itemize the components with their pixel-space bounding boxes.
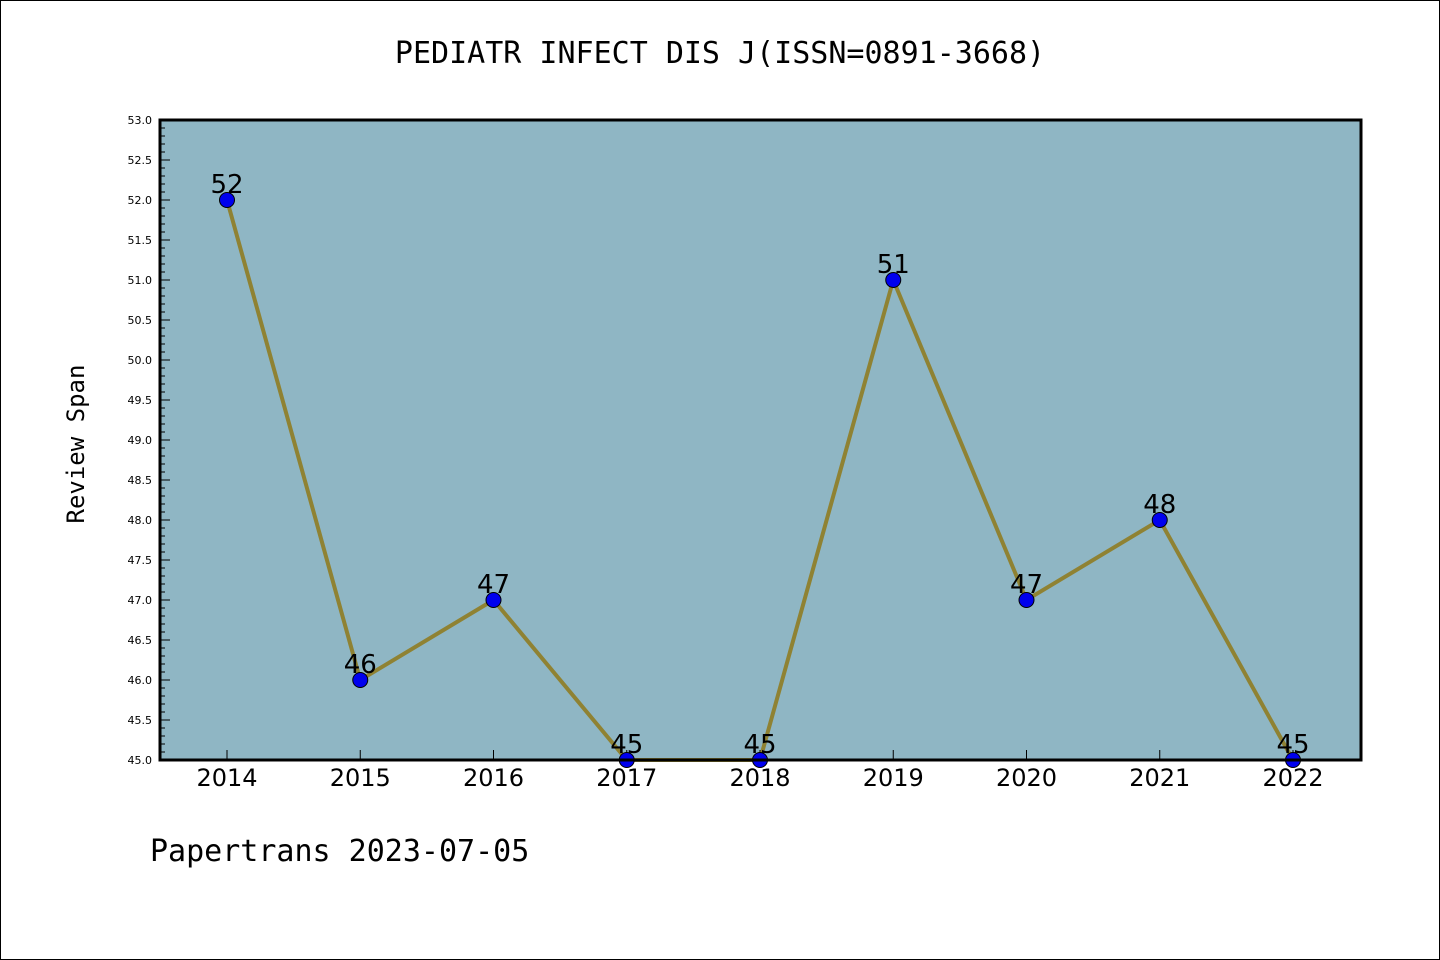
x-tick-label: 2019: [863, 764, 924, 792]
y-tick-label: 49.0: [128, 434, 153, 447]
x-tick-label: 2018: [729, 764, 790, 792]
data-point: [1151, 512, 1168, 528]
y-tick-label: 47.5: [128, 554, 153, 567]
data-label: 45: [610, 730, 643, 760]
x-tick-label: 2022: [1262, 764, 1323, 792]
footer-text: Papertrans 2023-07-05: [150, 834, 530, 869]
x-tick-label: 2015: [330, 764, 391, 792]
data-label: 48: [1143, 490, 1176, 520]
x-tick-label: 2016: [463, 764, 524, 792]
data-point: [219, 192, 235, 208]
y-tick-label: 50.5: [128, 314, 153, 327]
y-axis-label: Review Span: [62, 365, 90, 524]
data-label: 45: [743, 730, 776, 760]
y-axis: 45.0 45.5 46.0 46.5 47.0 47.5 48.0 48.5 49.0 49.5…: [128, 114, 170, 767]
y-tick-label: 45.5: [128, 714, 153, 727]
y-tick-label: 45.0: [128, 754, 153, 767]
x-axis: 2014 2015 2016 2017 2018 2019 2020 2021 2022: [196, 750, 1324, 792]
data-label: 46: [344, 650, 377, 680]
y-tick-label: 46.0: [128, 674, 153, 687]
x-tick-label: 2020: [996, 764, 1057, 792]
y-tick-label: 53.0: [128, 114, 153, 127]
y-tick-label: 48.0: [128, 514, 153, 527]
data-label: 52: [210, 170, 243, 200]
y-tick-label: 52.0: [128, 194, 153, 207]
y-tick-label: 48.5: [128, 474, 153, 487]
data-label: 51: [877, 250, 910, 280]
data-label: 45: [1276, 730, 1309, 760]
data-point: [1018, 592, 1035, 608]
y-tick-label: 52.5: [128, 154, 153, 167]
y-tick-label: 50.0: [128, 354, 153, 367]
data-point: [352, 672, 369, 688]
x-tick-label: 2021: [1129, 764, 1190, 792]
plot-border: [158, 118, 1363, 762]
data-point: [485, 592, 502, 608]
x-tick-label: 2017: [596, 764, 657, 792]
x-tick-label: 2014: [196, 764, 257, 792]
y-tick-label: 49.5: [128, 394, 153, 407]
plot-area: [160, 120, 1361, 760]
data-label: 47: [477, 570, 510, 600]
data-point: [885, 272, 902, 288]
chart-title: PEDIATR INFECT DIS J(ISSN=0891-3668): [394, 36, 1046, 71]
y-tick-label: 46.5: [128, 634, 153, 647]
data-label: 47: [1010, 570, 1043, 600]
y-tick-label: 51.0: [128, 274, 153, 287]
y-tick-label: 47.0: [128, 594, 153, 607]
y-tick-label: 51.5: [128, 234, 153, 247]
